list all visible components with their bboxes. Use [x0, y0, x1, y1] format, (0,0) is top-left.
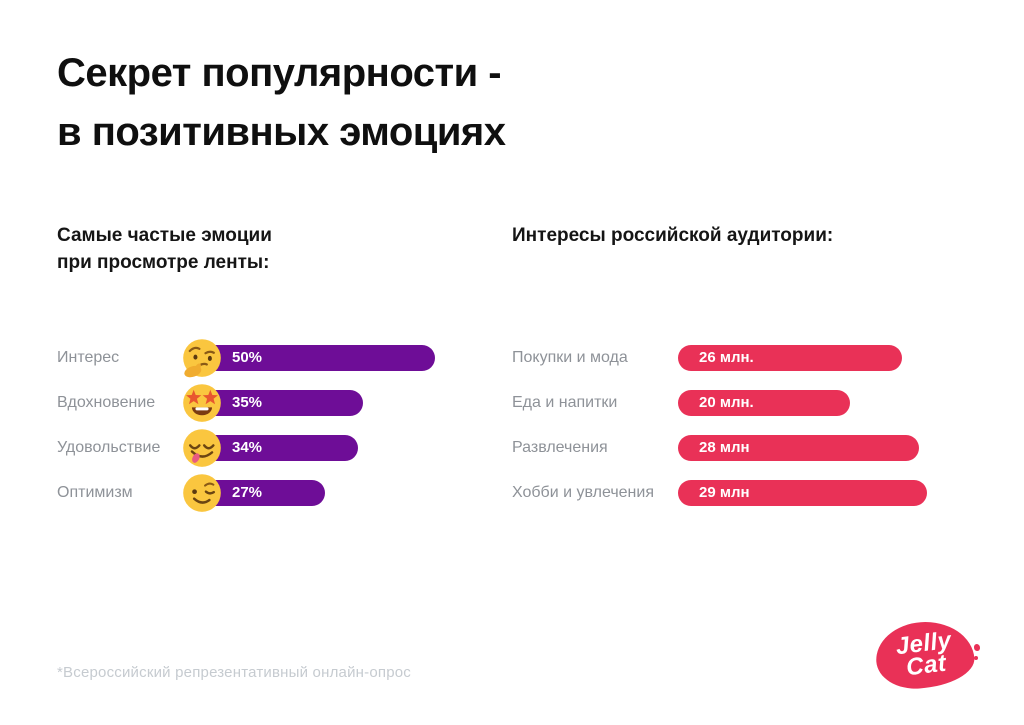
thinking-face-icon — [181, 337, 223, 379]
logo-wordmark: Jelly Cat — [872, 616, 977, 693]
bar-track: 28 млн — [678, 434, 982, 461]
emotions-heading-line-2: при просмотре ленты: — [57, 252, 270, 273]
category-label: Развлечения — [512, 438, 608, 456]
page-title: Секрет популярности - в позитивных эмоци… — [57, 44, 506, 162]
interests-row-shopping: Покупки и мода 26 млн. — [512, 335, 982, 380]
bar-track: 50% — [195, 345, 502, 371]
survey-footnote: *Всероссийский репрезентативный онлайн-о… — [57, 664, 411, 681]
emotions-heading-line-1: Самые частые эмоции — [57, 225, 272, 246]
bar-value-label: 26 млн. — [699, 349, 754, 366]
bar-track: 35% — [195, 390, 502, 416]
interests-heading-line-1: Интересы российской аудитории: — [512, 225, 834, 246]
bar-hobbies: 29 млн — [678, 479, 928, 506]
bar-inspiration: 35% — [195, 389, 363, 416]
category-label: Оптимизм — [57, 483, 133, 501]
bar-value-label: 20 млн. — [699, 394, 754, 411]
interests-row-food: Еда и напитки 20 млн. — [512, 380, 982, 425]
category-label: Еда и напитки — [512, 393, 618, 411]
page-title-line-1: Секрет популярности - — [57, 51, 502, 95]
emotions-section-heading: Самые частые эмоции при просмотре ленты: — [57, 222, 272, 276]
interests-chart: Покупки и мода 26 млн. Еда и напитки 20 … — [512, 335, 982, 515]
emotions-row-pleasure: Удовольствие 34% — [57, 425, 502, 470]
bar-track: 29 млн — [678, 479, 982, 506]
interests-row-hobbies: Хобби и увлечения 29 млн — [512, 470, 982, 515]
page-title-line-2: в позитивных эмоциях — [57, 110, 506, 154]
bar-value-label: 27% — [232, 484, 263, 501]
bar-value-label: 34% — [232, 439, 263, 456]
bar-value-label: 29 млн — [699, 484, 750, 501]
emotions-row-inspiration: Вдохновение 35% — [57, 380, 502, 425]
bar-value-label: 28 млн — [699, 439, 750, 456]
bar-track: 27% — [195, 480, 502, 506]
category-label: Интерес — [57, 348, 120, 366]
logo-splat-dot — [974, 644, 980, 651]
logo-splat-dot — [974, 656, 978, 660]
category-label: Удовольствие — [57, 438, 161, 456]
category-label: Покупки и мода — [512, 348, 628, 366]
bar-track: 20 млн. — [678, 389, 982, 416]
bar-interest: 50% — [195, 344, 435, 371]
bar-entertainment: 28 млн — [678, 434, 919, 461]
bar-value-label: 35% — [232, 394, 263, 411]
savoring-face-icon — [181, 427, 223, 469]
star-struck-face-icon — [181, 382, 223, 424]
bar-food: 20 млн. — [678, 389, 850, 416]
bar-track: 26 млн. — [678, 344, 982, 371]
bar-value-label: 50% — [232, 349, 263, 366]
emotions-row-interest: Интерес 50% — [57, 335, 502, 380]
category-label: Хобби и увлечения — [512, 483, 654, 501]
interests-row-entertainment: Развлечения 28 млн — [512, 425, 982, 470]
bar-shopping: 26 млн. — [678, 344, 902, 371]
bar-track: 34% — [195, 435, 502, 461]
jellycat-logo: Jelly Cat — [873, 618, 980, 694]
interests-section-heading: Интересы российской аудитории: — [512, 222, 833, 249]
emotions-chart: Интерес 50% Вдохновение 35% Удовольствие — [57, 335, 502, 515]
bar-pleasure: 34% — [195, 434, 359, 461]
winking-face-icon — [181, 472, 223, 514]
logo-line-2: Cat — [904, 649, 948, 682]
category-label: Вдохновение — [57, 393, 156, 411]
emotions-row-optimism: Оптимизм 27% — [57, 470, 502, 515]
